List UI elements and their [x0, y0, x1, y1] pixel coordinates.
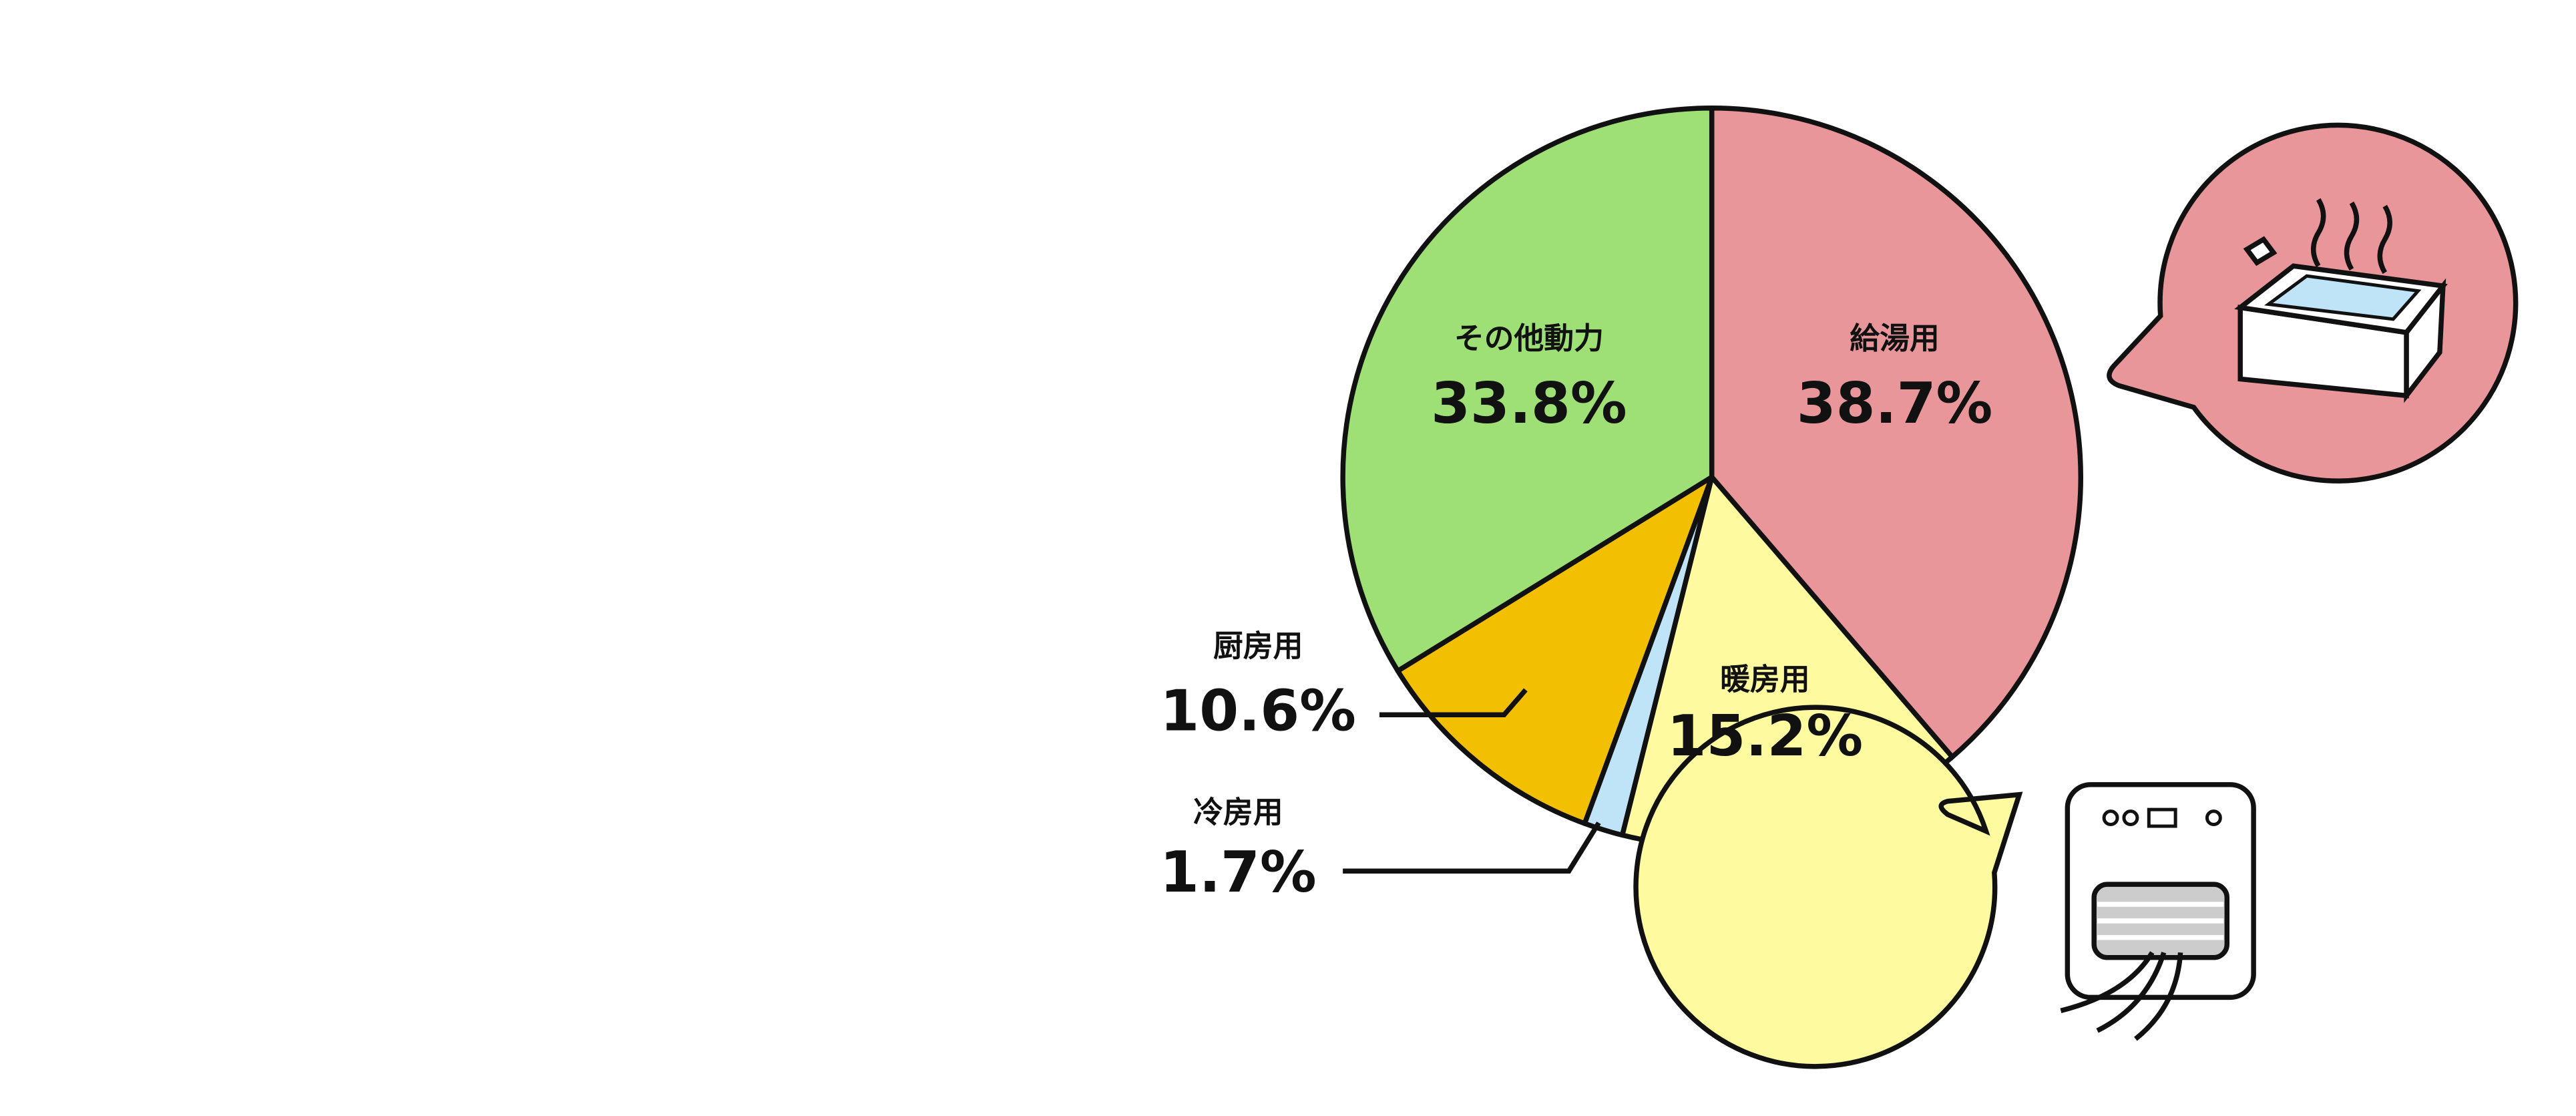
labels: 給湯用 38.7% 暖房用 15.2% 冷房用 1.7% 厨房用 10.6% その他動力 33.8… [1160, 321, 1992, 905]
category-label: 冷房用 [1193, 795, 1283, 830]
pie-slice [1709, 106, 2083, 760]
category-label: 給湯用 [1850, 321, 1939, 356]
value-label: 1.7% [1160, 839, 1317, 905]
value-label: 10.6% [1160, 678, 1356, 744]
leader-line [1379, 688, 1528, 718]
heater-bubble [1633, 705, 2256, 1069]
value-label: 33.8% [1431, 370, 1627, 436]
category-label: 厨房用 [1213, 628, 1303, 664]
value-label: 38.7% [1797, 370, 1993, 436]
leader-line [1343, 821, 1601, 874]
pie-slice [1340, 106, 1715, 674]
value-label: 15.2% [1667, 703, 1864, 769]
pie-slice [1395, 474, 1715, 826]
category-label: 暖房用 [1720, 661, 1809, 697]
category-label: その他動力 [1454, 321, 1604, 356]
bath-bubble [2107, 122, 2519, 484]
